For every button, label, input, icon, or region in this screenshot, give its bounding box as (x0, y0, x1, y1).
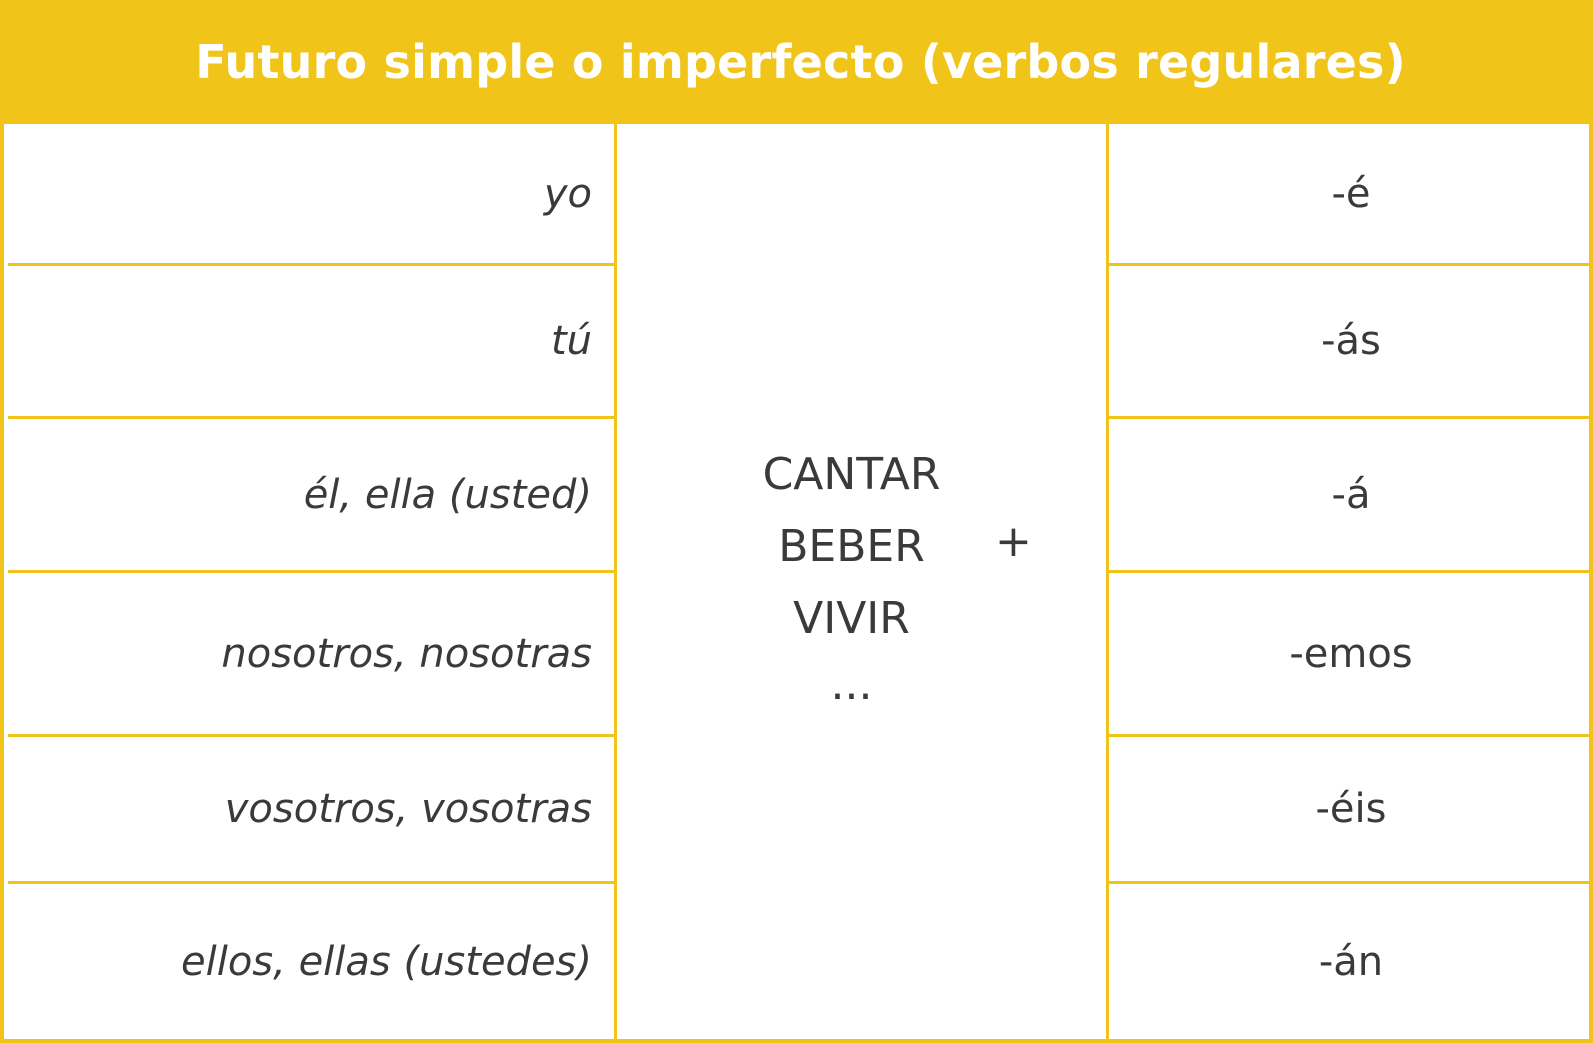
verb-stem-cell: CANTAR BEBER VIVIR ... + (617, 124, 1106, 1039)
ending-cell: -á (1106, 419, 1593, 573)
verb-item: VIVIR (793, 593, 910, 644)
pronoun-cell: nosotros, nosotras (8, 573, 617, 737)
pronoun-cell: vosotros, vosotras (8, 737, 617, 884)
pronoun-cell: él, ella (usted) (8, 419, 617, 573)
ending-cell: -éis (1106, 737, 1593, 884)
ending-cell: -ás (1106, 266, 1593, 419)
verb-list: CANTAR BEBER VIVIR ... (617, 439, 1106, 715)
pronoun-cell: tú (8, 266, 617, 419)
plus-operator: + (995, 516, 1032, 567)
ending-cell: -án (1106, 884, 1593, 1039)
verb-item: CANTAR (762, 449, 941, 500)
verb-item: BEBER (778, 521, 925, 572)
pronoun-cell: yo (8, 124, 617, 266)
ending-cell: -é (1106, 124, 1593, 266)
pronoun-cell: ellos, ellas (ustedes) (8, 884, 617, 1039)
verb-item: ... (830, 659, 873, 710)
table-title: Futuro simple o imperfecto (verbos regul… (4, 0, 1593, 124)
ending-cell: -emos (1106, 573, 1593, 737)
